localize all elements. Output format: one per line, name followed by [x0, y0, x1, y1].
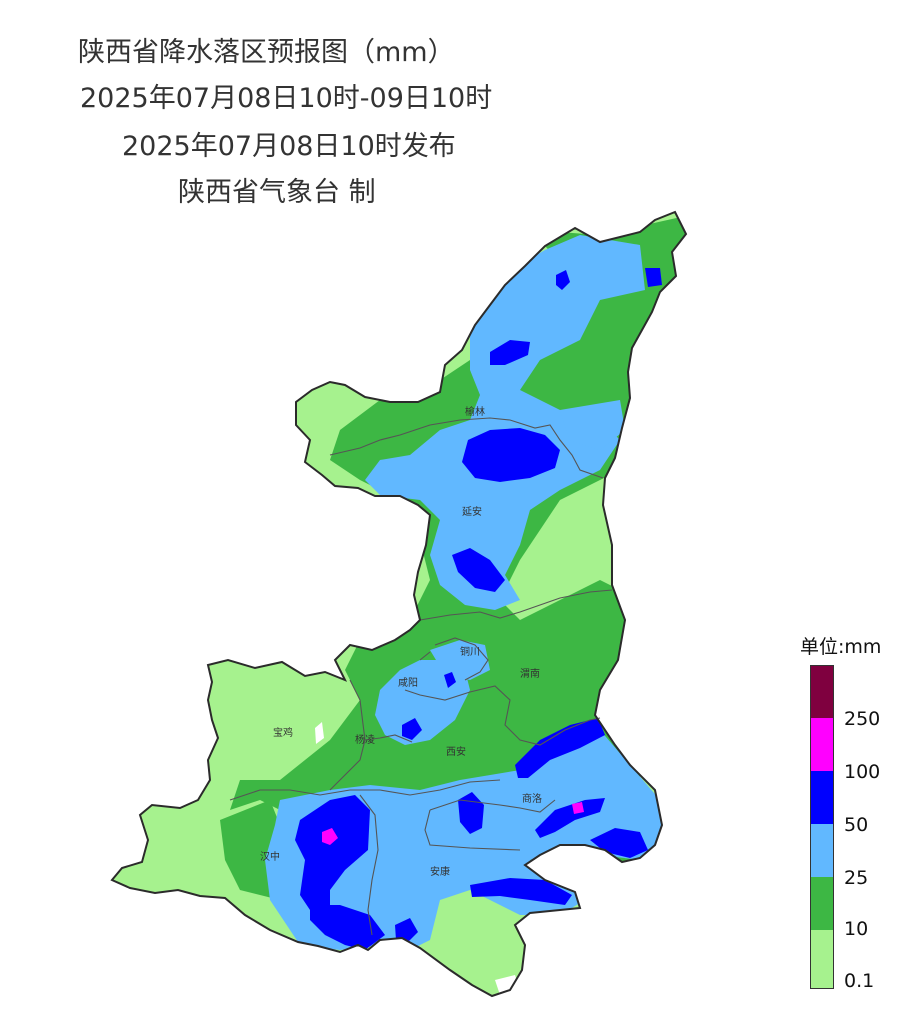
- city-label-ankang: 安康: [430, 865, 450, 878]
- city-label-yangling: 杨凌: [355, 733, 375, 746]
- issue-time: 2025年07月08日10时发布: [122, 131, 456, 162]
- city-label-tongchuan: 铜川: [460, 646, 480, 658]
- legend-swatch-25-50: [810, 824, 834, 877]
- city-label-hanzhong: 汉中: [260, 850, 280, 863]
- map-title: 陕西省降水落区预报图（mm）: [78, 37, 455, 68]
- legend-label-250: 250: [844, 708, 881, 730]
- legend-swatch-10-25: [810, 877, 834, 930]
- forecast-period: 2025年07月08日10时-09日10时: [80, 83, 493, 114]
- city-label-weinan: 渭南: [520, 667, 540, 680]
- city-labels: 榆林 延安 铜川 咸阳 渭南 宝鸡 杨凌 西安 商洛 汉中 安康: [260, 405, 542, 878]
- city-label-baoji: 宝鸡: [273, 726, 293, 739]
- legend-label-10: 10: [844, 918, 869, 940]
- legend-label-25: 25: [844, 867, 869, 889]
- city-label-shangluo: 商洛: [522, 792, 542, 805]
- legend-label-0-1: 0.1: [844, 970, 875, 992]
- legend-title: 单位:mm: [800, 636, 882, 658]
- city-label-yulin: 榆林: [465, 405, 485, 418]
- issuer: 陕西省气象台 制: [178, 177, 376, 208]
- city-label-xian: 西安: [446, 745, 466, 758]
- legend-swatch-0-1-10: [810, 930, 834, 989]
- legend-label-50: 50: [844, 814, 869, 836]
- prefecture-boundaries: [229, 417, 613, 936]
- legend-swatch-50-100: [810, 771, 834, 824]
- legend-swatch-100-250: [810, 718, 834, 771]
- legend-swatch-250-plus: [810, 665, 834, 719]
- city-label-yanan: 延安: [462, 505, 482, 518]
- legend-label-100: 100: [844, 761, 881, 783]
- city-label-xianyang: 咸阳: [398, 677, 418, 689]
